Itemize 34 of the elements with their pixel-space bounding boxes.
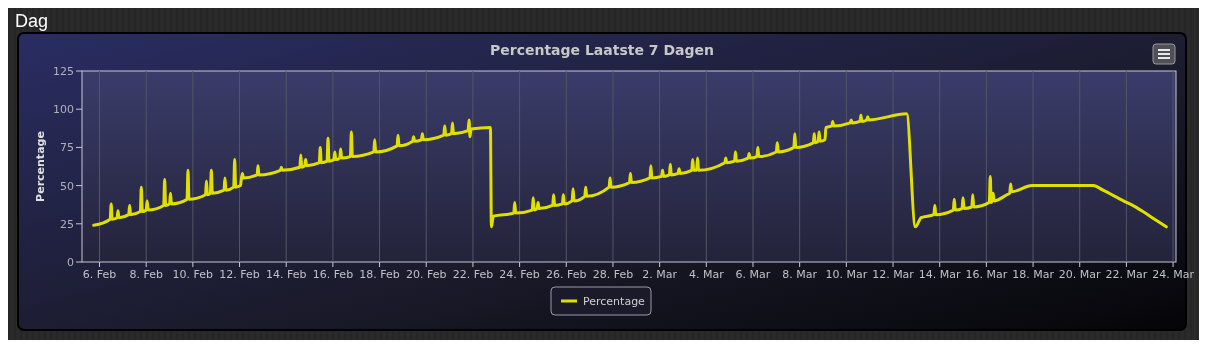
x-tick-label: 24. Feb — [499, 268, 540, 281]
x-tick-label: 6. Mar — [735, 268, 771, 281]
x-tick-label: 24. Mar — [1152, 268, 1195, 281]
x-tick-label: 22. Mar — [1105, 268, 1148, 281]
x-tick-label: 4. Mar — [688, 268, 725, 281]
x-tick-label: 10. Mar — [825, 268, 868, 281]
y-axis-title: Percentage — [34, 131, 47, 202]
x-tick-label: 20. Feb — [406, 268, 447, 281]
x-tick-label: 22. Feb — [452, 268, 494, 281]
y-tick-label: 50 — [60, 179, 74, 193]
y-tick-label: 0 — [67, 256, 74, 269]
y-tick-label: 75 — [60, 141, 74, 155]
text: Dag — [15, 11, 49, 31]
x-tick-label: 14. Feb — [265, 268, 307, 281]
x-tick-label: 8. Mar — [782, 268, 818, 281]
x-tick-label: 28. Feb — [592, 268, 634, 281]
x-tick-label: 10. Feb — [172, 268, 214, 281]
x-tick-label: 12. Mar — [872, 268, 915, 281]
x-tick-label: 8. Feb — [129, 268, 163, 281]
y-tick-label: 25 — [60, 217, 74, 231]
x-tick-label: 26. Feb — [546, 268, 587, 281]
x-tick-label: 14. Mar — [918, 268, 962, 281]
x-tick-label: 18. Feb — [359, 268, 400, 281]
x-tick-label: 6. Feb — [82, 268, 117, 281]
chart-title: Percentage Laatste 7 Dagen — [489, 42, 715, 58]
x-tick-label: 16. Feb — [312, 268, 354, 281]
y-tick-label: 100 — [53, 103, 74, 117]
x-tick-label: 2. Mar — [642, 268, 678, 281]
y-tick-label: 125 — [53, 65, 74, 78]
x-tick-label: 20. Mar — [1058, 268, 1102, 281]
x-tick-label: 18. Mar — [1012, 268, 1055, 281]
x-tick-label: 12. Feb — [219, 268, 260, 281]
x-tick-label: 16. Mar — [965, 268, 1008, 281]
legend-label: Percentage — [583, 295, 646, 308]
